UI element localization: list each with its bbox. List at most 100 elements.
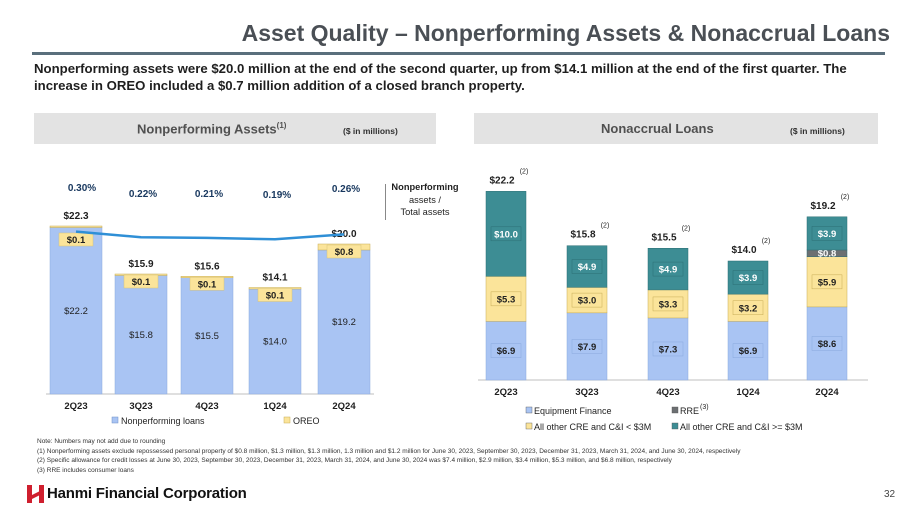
oreo-label-box-1q24	[257, 288, 293, 302]
legend-label-oreo: OREO	[293, 416, 320, 426]
npl-bar-1q24	[248, 288, 302, 395]
nonaccrual-total-label-2q23: $22.2	[489, 175, 514, 186]
all-other-cre-and-c-i-3m-label-box-3q23	[571, 292, 603, 308]
npa-total-label-1q24: $14.1	[262, 273, 287, 284]
all-other-cre-and-c-i-3m-value-label-4q23: $3.3	[659, 299, 678, 310]
npa-total-label-2q23: $22.3	[63, 211, 88, 222]
footnote-note: Note: Numbers may not add due to roundin…	[37, 438, 166, 445]
npl-value-label-2q24: $19.2	[332, 317, 356, 328]
legend-swatch-npl	[111, 416, 119, 424]
all-other-cre-and-c-i-3m-label-box-1q24	[732, 300, 764, 315]
legend-rre-sup: (3)	[700, 404, 709, 411]
equipment-finance-value-label-1q24: $6.9	[739, 346, 758, 357]
right-x-tick-2q23: 2Q23	[494, 387, 517, 398]
npl-value-label-2q23: $22.2	[64, 306, 88, 317]
npa-total-label-3q23: $15.9	[128, 259, 153, 270]
left-x-tick-4q23: 4Q23	[195, 401, 218, 412]
right-x-tick-4q23: 4Q23	[656, 387, 679, 398]
right-panel-header: Nonaccrual Loans ($ in millions)	[474, 113, 878, 144]
equipment-finance-label-box-2q24	[811, 336, 843, 351]
title-divider	[32, 52, 885, 55]
all-other-cre-and-c-i-3m-label-box-3q23	[571, 259, 603, 274]
equipment-finance-label-box-3q23	[571, 339, 603, 354]
oreo-value-label-1q24: $0.1	[266, 291, 285, 302]
all-other-cre-and-c-i-3m-label-box-4q23	[652, 296, 684, 312]
left-x-tick-2q24: 2Q24	[332, 401, 356, 412]
left-panel-title: Nonperforming Assets(1)	[137, 121, 287, 137]
footnote-1: (1) Nonperforming assets exclude reposse…	[37, 447, 741, 455]
oreo-label-box-2q23	[58, 232, 94, 247]
legend-label-all-other-cre-and-c-i-3m: All other CRE and C&I >= $3M	[680, 422, 803, 432]
equipment-finance-value-label-2q23: $6.9	[497, 346, 516, 357]
footnote-2: (2) Specific allowance for credit losses…	[37, 457, 672, 465]
legend-label-npl: Nonperforming loans	[121, 416, 205, 426]
legend-label-equipment-finance: Equipment Finance	[534, 406, 612, 416]
oreo-bar-2q23	[49, 225, 103, 228]
legend-swatch-equipment-finance	[525, 406, 533, 414]
legend-label-all-other-cre-and-c-i-3m: All other CRE and C&I < $3M	[534, 422, 651, 432]
ratio-label: Nonperforming assets / Total assets	[385, 181, 463, 221]
npa-total-label-4q23: $15.6	[194, 261, 219, 272]
oreo-value-label-2q24: $0.8	[335, 247, 354, 258]
nonaccrual-total-sup-2q24: (2)	[841, 194, 850, 201]
left-x-tick-3q23: 3Q23	[129, 401, 152, 412]
ratio-label-2q24: 0.26%	[332, 184, 360, 195]
all-other-cre-and-c-i-3m-label-box-1q24	[732, 270, 764, 285]
summary-text: Nonperforming assets were $20.0 million …	[34, 61, 847, 93]
right-panel-unit: ($ in millions)	[790, 126, 845, 136]
equipment-finance-label-box-4q23	[652, 341, 684, 357]
right-x-tick-3q23: 3Q23	[575, 387, 598, 398]
hanmi-logo-icon	[27, 485, 44, 503]
left-panel-unit: ($ in millions)	[343, 126, 398, 136]
left-x-tick-2q23: 2Q23	[64, 401, 87, 412]
npa-total-label-2q24: $20.0	[331, 229, 356, 240]
legend-label-rre: RRE	[680, 406, 699, 416]
rre-value-label-2q24: $0.8	[818, 248, 837, 259]
all-other-cre-and-c-i-3m-label-box-4q23	[652, 261, 684, 277]
right-x-tick-1q24: 1Q24	[736, 387, 760, 398]
oreo-label-box-4q23	[189, 277, 225, 291]
legend-swatch-rre	[671, 406, 679, 414]
all-other-cre-and-c-i-3m-value-label-3q23: $3.0	[578, 296, 597, 307]
all-other-cre-and-c-i-3m-value-label-3q23: $4.9	[578, 262, 597, 273]
equipment-finance-value-label-4q23: $7.3	[659, 344, 678, 355]
ratio-label-2q23: 0.30%	[68, 183, 96, 194]
ratio-label-1q24: 0.19%	[263, 190, 291, 201]
legend-swatch-all-other-cre-and-c-i-3m	[671, 422, 679, 430]
right-x-tick-2q24: 2Q24	[815, 387, 839, 398]
npl-value-label-4q23: $15.5	[195, 331, 219, 342]
npl-bar-3q23	[114, 275, 168, 395]
all-other-cre-and-c-i-3m-label-box-2q24	[811, 274, 843, 290]
right-panel-title: Nonaccrual Loans	[601, 121, 714, 136]
ratio-line	[75, 230, 345, 241]
npl-value-label-1q24: $14.0	[263, 337, 287, 348]
npl-value-label-3q23: $15.8	[129, 330, 153, 341]
footnote-3: (3) RRE includes consumer loans	[37, 466, 134, 474]
nonaccrual-total-sup-3q23: (2)	[601, 223, 610, 230]
oreo-label-box-3q23	[123, 274, 159, 289]
all-other-cre-and-c-i-3m-label-box-2q23	[490, 226, 522, 242]
nonaccrual-total-label-1q24: $14.0	[731, 245, 756, 256]
equipment-finance-label-box-2q23	[490, 343, 522, 358]
nonaccrual-total-sup-4q23: (2)	[682, 225, 691, 232]
all-other-cre-and-c-i-3m-value-label-1q24: $3.2	[739, 303, 758, 314]
oreo-value-label-3q23: $0.1	[132, 277, 151, 288]
oreo-value-label-4q23: $0.1	[198, 279, 217, 290]
ratio-label-line-3: Total assets	[400, 207, 450, 217]
nonaccrual-total-sup-2q23: (2)	[520, 168, 529, 175]
footnotes: Note: Numbers may not add due to roundin…	[37, 437, 897, 475]
all-other-cre-and-c-i-3m-label-box-2q23	[490, 291, 522, 307]
left-panel-header: Nonperforming Assets(1) ($ in millions)	[34, 113, 436, 144]
npl-bar-2q24	[317, 249, 371, 395]
equipment-finance-value-label-3q23: $7.9	[578, 342, 597, 353]
ratio-label-line-1: Nonperforming	[391, 182, 459, 192]
nonaccrual-total-label-4q23: $15.5	[651, 232, 676, 243]
all-other-cre-and-c-i-3m-value-label-2q24: $5.9	[818, 277, 837, 288]
ratio-label-3q23: 0.22%	[129, 189, 157, 200]
page-number: 32	[884, 489, 896, 500]
ratio-label-4q23: 0.21%	[195, 189, 223, 200]
npl-bar-4q23	[180, 277, 234, 395]
all-other-cre-and-c-i-3m-value-label-2q23: $5.3	[497, 294, 516, 305]
nonaccrual-total-sup-1q24: (2)	[762, 238, 771, 245]
